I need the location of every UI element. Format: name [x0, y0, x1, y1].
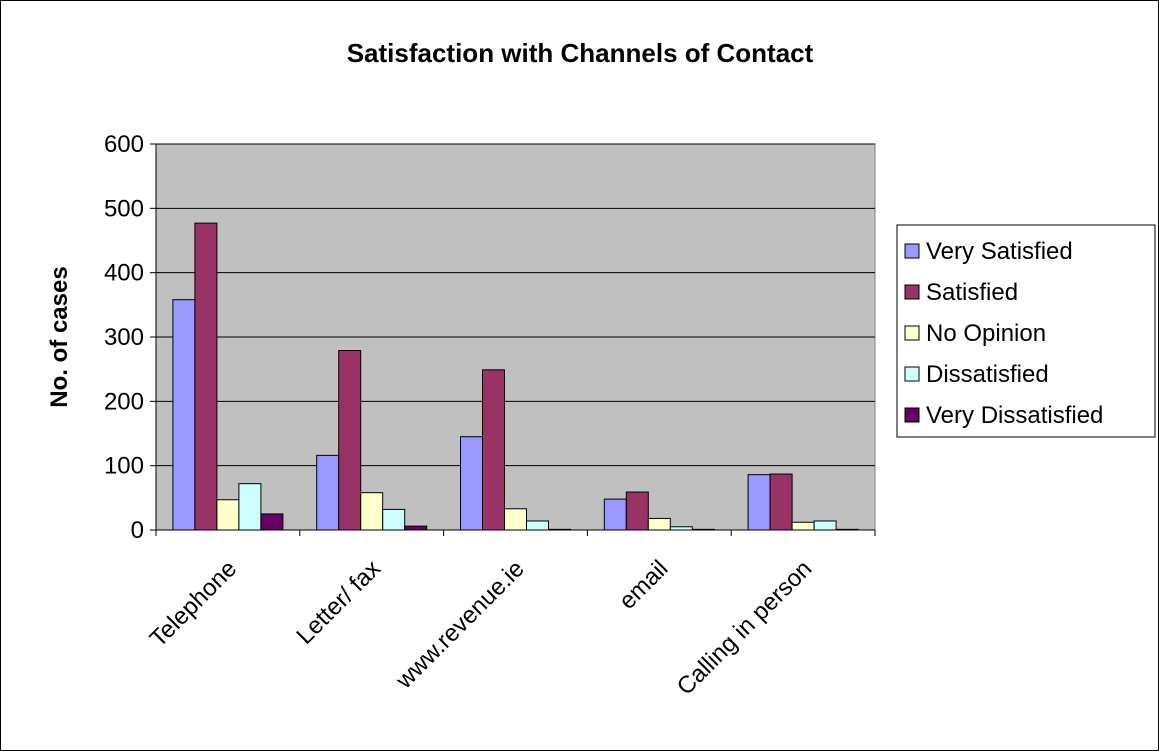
y-tick-label: 200	[104, 388, 144, 415]
legend-swatch	[904, 284, 920, 300]
legend-swatch	[904, 325, 920, 341]
bar-satisfied-2	[482, 369, 505, 531]
bar-very-satisfied-3	[603, 498, 627, 531]
y-tick-label: 600	[104, 131, 144, 158]
x-tick-labels: Telephone Letter/ fax www.revenue.ie emailC…	[145, 555, 818, 701]
bar-satisfied-1	[338, 350, 362, 531]
bar-dissatisfied-2	[526, 520, 549, 531]
legend: Very Satisfied Satisfied No Opinion Dissati…	[904, 238, 1103, 429]
bar-no-opinion-2	[504, 508, 527, 531]
bar-very-satisfied-4	[747, 474, 771, 531]
legend-label: Satisfied	[926, 279, 1018, 306]
bar-dissatisfied-0	[238, 483, 262, 531]
bar-satisfied-0	[194, 222, 218, 531]
bar-very-satisfied-2	[460, 436, 483, 531]
y-tick-label: 500	[104, 195, 144, 222]
legend-swatch	[904, 243, 920, 259]
chart-title: Satisfaction with Channels of Contact	[347, 38, 814, 68]
legend-label: No Opinion	[926, 320, 1046, 347]
legend-label: Very Satisfied	[926, 238, 1073, 265]
bar-very-dissatisfied-1	[404, 525, 428, 531]
bar-very-satisfied-0	[172, 299, 196, 531]
y-tick-label: 400	[104, 260, 144, 287]
x-tick-label: www.revenue.ie	[390, 555, 530, 695]
x-tick-label: Calling in person	[672, 555, 818, 701]
x-tick-label: Telephone	[145, 555, 242, 652]
bar-dissatisfied-1	[382, 508, 406, 531]
legend-box	[896, 224, 1156, 438]
legend-label: Very Dissatisfied	[926, 402, 1103, 429]
bar-dissatisfied-4	[813, 520, 837, 531]
bar-very-satisfied-1	[316, 454, 340, 531]
y-tick-label: 0	[131, 517, 144, 544]
y-tick-label: 300	[104, 324, 144, 351]
bar-no-opinion-0	[216, 499, 240, 531]
x-tick-label: email	[614, 555, 674, 615]
bar-satisfied-4	[769, 473, 793, 531]
gridlines	[156, 143, 875, 467]
legend-swatch	[904, 366, 920, 382]
y-tick-labels: 0 100 200 300 400 500 600	[104, 131, 144, 544]
y-tick-label: 100	[104, 453, 144, 480]
bar-no-opinion-1	[360, 492, 384, 531]
legend-label: Dissatisfied	[926, 361, 1049, 388]
legend-swatch	[904, 407, 920, 423]
y-axis-label: No. of cases	[46, 266, 73, 407]
x-tick-label: Letter/ fax	[291, 555, 386, 650]
bar-very-dissatisfied-0	[260, 513, 284, 531]
bar-no-opinion-4	[791, 521, 815, 531]
axes	[150, 143, 876, 536]
bar-satisfied-3	[625, 491, 649, 531]
bars	[172, 222, 859, 531]
bar-no-opinion-3	[647, 517, 671, 531]
